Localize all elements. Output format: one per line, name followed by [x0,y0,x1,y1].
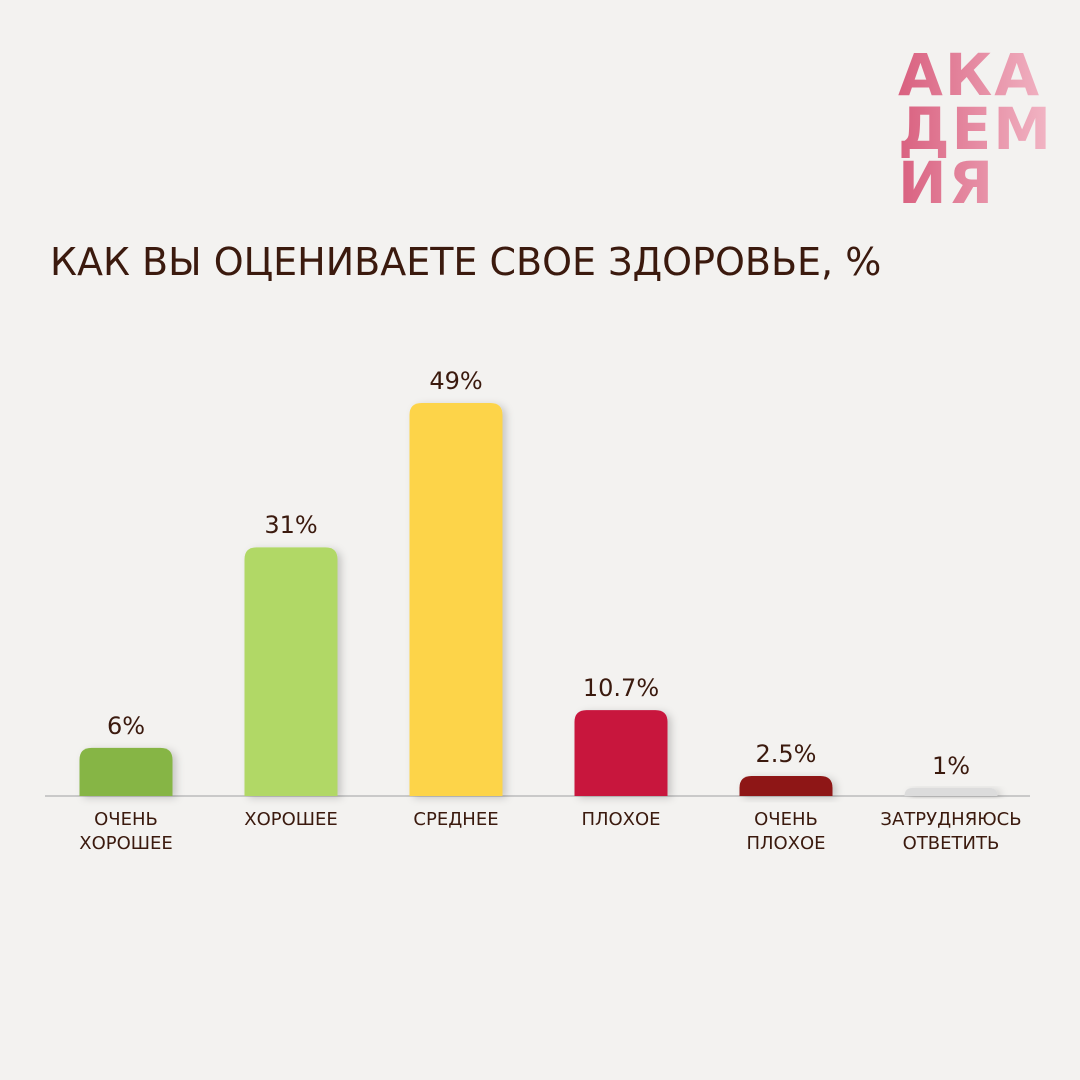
bar [409,403,503,796]
bar [574,710,668,796]
value-label: 10.7% [582,674,660,703]
value-label: 6% [106,711,146,740]
x-tick-label: ПЛОХОЕ [581,809,661,830]
chart-title: КАК ВЫ ОЦЕНИВАЕТЕ СВОЕ ЗДОРОВЬЕ, % [50,240,882,284]
x-tick-label: СРЕДНЕЕ [413,809,499,830]
value-label: 49% [429,367,483,396]
value-label: 31% [264,511,318,540]
x-tick-label: ОЧЕНЬ ПЛОХОЕ [746,809,826,854]
bar [79,747,173,796]
bar [739,775,833,796]
x-tick-label: ОЧЕНЬ ХОРОШЕЕ [79,809,173,854]
value-label: 2.5% [755,739,817,768]
bar [244,547,338,796]
x-tick-label: ХОРОШЕЕ [244,809,338,830]
x-tick-label: ЗАТРУДНЯЮСЬ ОТВЕТИТЬ [880,809,1022,854]
value-label: 1% [931,751,971,780]
bar [904,787,998,796]
